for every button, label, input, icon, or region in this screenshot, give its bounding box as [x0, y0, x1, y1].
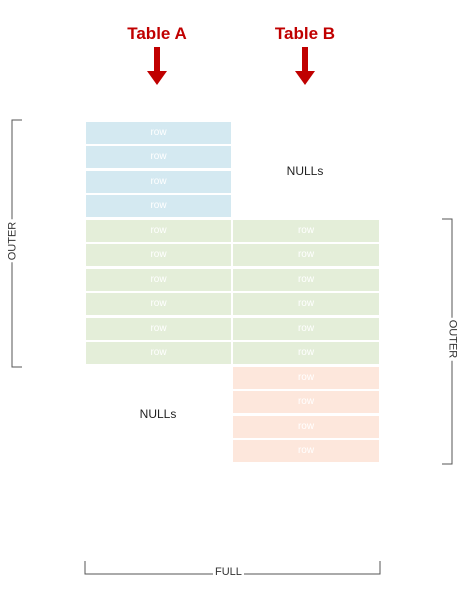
full-label: FULL: [213, 566, 244, 578]
matched-row-b: row: [233, 244, 379, 266]
table-b-row: row: [233, 440, 379, 462]
table-a-header: Table A: [127, 24, 187, 43]
matched-row-b: row: [233, 293, 379, 315]
matched-row-b: row: [233, 220, 379, 242]
table-b-header: Table B: [274, 24, 336, 43]
table-b-row: row: [233, 416, 379, 438]
matched-row-a: row: [86, 244, 231, 266]
table-b-nulls: NULLs: [286, 164, 324, 178]
left-outer-label: OUTER: [6, 219, 19, 263]
table-a-row: row: [86, 122, 231, 144]
matched-row-a: row: [86, 342, 231, 364]
matched-row-b: row: [233, 269, 379, 291]
table-a-row: row: [86, 195, 231, 217]
matched-row-b: row: [233, 342, 379, 364]
table-b-row: row: [233, 367, 379, 389]
matched-row-a: row: [86, 269, 231, 291]
table-a-nulls: NULLs: [139, 407, 177, 421]
matched-row-a: row: [86, 220, 231, 242]
table-a-row: row: [86, 146, 231, 168]
table-a-row: row: [86, 171, 231, 193]
matched-row-a: row: [86, 318, 231, 340]
matched-row-a: row: [86, 293, 231, 315]
arrow-down-icon: [147, 47, 167, 85]
matched-row-b: row: [233, 318, 379, 340]
table-b-row: row: [233, 391, 379, 413]
right-outer-label: OUTER: [446, 317, 459, 361]
arrow-down-icon: [295, 47, 315, 85]
